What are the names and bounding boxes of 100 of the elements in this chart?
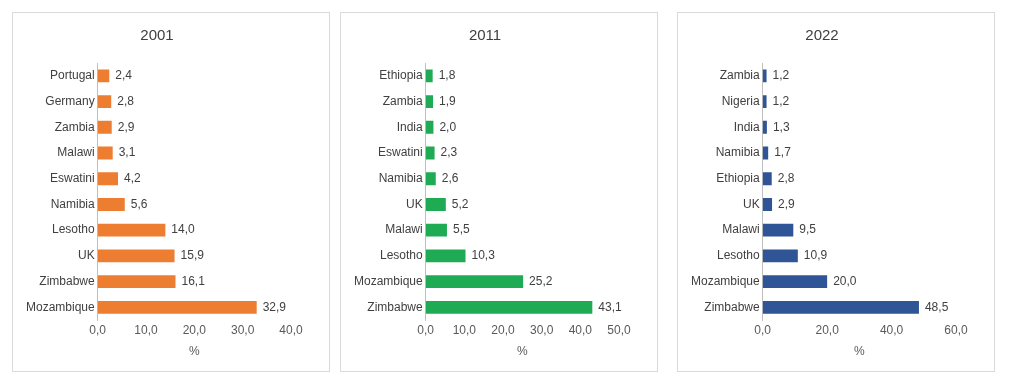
y-tick-label: Lesotho	[717, 248, 761, 263]
y-tick-label: Zambia	[382, 93, 424, 108]
data-label: 1,7	[774, 145, 792, 160]
x-tick-label: 40,0	[279, 322, 303, 337]
data-label: 2,6	[441, 171, 459, 186]
data-label: 2,3	[440, 145, 458, 160]
data-label: 1,2	[772, 68, 790, 83]
x-tick-label: 0,0	[417, 322, 435, 337]
data-label: 20,0	[833, 273, 857, 288]
data-label: 9,5	[799, 222, 817, 237]
x-tick-label: 60,0	[944, 322, 968, 337]
y-tick-label: Zambia	[719, 68, 761, 83]
data-label: 1,2	[772, 93, 790, 108]
data-label: 32,9	[262, 299, 287, 314]
x-tick-label: 40,0	[879, 322, 904, 337]
data-label: 15,9	[180, 248, 205, 263]
bar	[425, 120, 434, 134]
data-label: 2,4	[115, 68, 133, 83]
x-tick-label: 0,0	[754, 322, 772, 337]
x-tick-label: 40,0	[568, 322, 593, 337]
bar	[762, 300, 919, 314]
data-label: 2,8	[117, 93, 135, 108]
data-label: 5,5	[452, 222, 470, 237]
data-label: 2,0	[439, 119, 457, 134]
x-tick-label: 50,0	[607, 322, 631, 337]
bar	[425, 300, 593, 314]
data-label: 2,8	[777, 171, 795, 186]
x-tick-label: 0,0	[89, 322, 107, 337]
bar	[762, 275, 828, 289]
y-tick-label: Mozambique	[26, 299, 96, 314]
bar	[425, 69, 433, 83]
data-label: 5,6	[130, 196, 148, 211]
data-label: 1,9	[439, 93, 457, 108]
data-label: 48,5	[924, 299, 949, 314]
bar	[97, 172, 118, 186]
bar	[762, 223, 794, 237]
data-label: 43,1	[598, 299, 623, 314]
y-tick-label: Namibia	[50, 196, 96, 211]
chart-title: 2011	[468, 26, 502, 44]
y-tick-label: Nigeria	[721, 93, 761, 108]
data-label: 4,2	[124, 171, 142, 186]
bar	[762, 172, 772, 186]
x-tick-label: 10,0	[134, 322, 159, 337]
bar	[425, 249, 466, 263]
y-tick-label: Ethiopia	[379, 68, 424, 83]
bar	[762, 95, 767, 109]
x-axis-title: %	[189, 344, 201, 359]
bar	[762, 120, 767, 134]
bar	[97, 249, 175, 263]
bar	[97, 146, 113, 160]
bar	[425, 172, 436, 186]
x-tick-label: 30,0	[530, 322, 554, 337]
data-label: 5,2	[451, 196, 469, 211]
data-label: 2,9	[778, 196, 796, 211]
x-axis-title: %	[517, 344, 529, 359]
y-tick-label: India	[733, 119, 761, 134]
y-tick-label: UK	[743, 196, 760, 211]
data-label: 2,9	[117, 119, 135, 134]
y-tick-label: Germany	[45, 93, 95, 108]
y-tick-label: Eswatini	[50, 171, 95, 186]
bar	[97, 275, 176, 289]
bar	[762, 69, 767, 83]
x-tick-label: 20,0	[491, 322, 516, 337]
x-axis-title: %	[854, 344, 866, 359]
bar	[425, 275, 524, 289]
y-tick-label: Ethiopia	[716, 171, 761, 186]
y-tick-label: Lesotho	[380, 248, 424, 263]
y-tick-label: Malawi	[385, 222, 423, 237]
bar	[762, 249, 798, 263]
y-tick-label: UK	[78, 248, 95, 263]
chart-title: 2022	[805, 26, 839, 44]
y-tick-label: UK	[406, 196, 423, 211]
y-tick-label: Malawi	[722, 222, 760, 237]
y-tick-label: Namibia	[378, 171, 424, 186]
x-tick-label: 10,0	[452, 322, 477, 337]
x-tick-label: 20,0	[815, 322, 840, 337]
data-label: 3,1	[118, 145, 136, 160]
data-label: 10,3	[471, 248, 496, 263]
data-label: 25,2	[529, 273, 553, 288]
y-tick-label: Zimbabwe	[367, 299, 424, 314]
bar	[97, 223, 166, 237]
y-tick-label: Mozambique	[354, 273, 424, 288]
bar	[425, 95, 434, 109]
data-label: 14,0	[171, 222, 196, 237]
y-tick-label: India	[396, 119, 424, 134]
bar	[97, 300, 257, 314]
bar	[425, 223, 447, 237]
x-tick-label: 20,0	[182, 322, 207, 337]
y-tick-label: Mozambique	[691, 273, 761, 288]
bar	[97, 198, 125, 211]
x-tick-label: 30,0	[231, 322, 255, 337]
y-tick-label: Namibia	[715, 145, 761, 160]
data-label: 16,1	[181, 273, 206, 288]
bar	[97, 69, 110, 83]
y-tick-label: Eswatini	[378, 145, 423, 160]
data-label: 1,3	[772, 119, 790, 134]
bar	[762, 198, 773, 211]
data-label: 1,8	[438, 68, 456, 83]
chart-title: 2001	[140, 26, 174, 44]
y-tick-label: Zimbabwe	[704, 299, 761, 314]
